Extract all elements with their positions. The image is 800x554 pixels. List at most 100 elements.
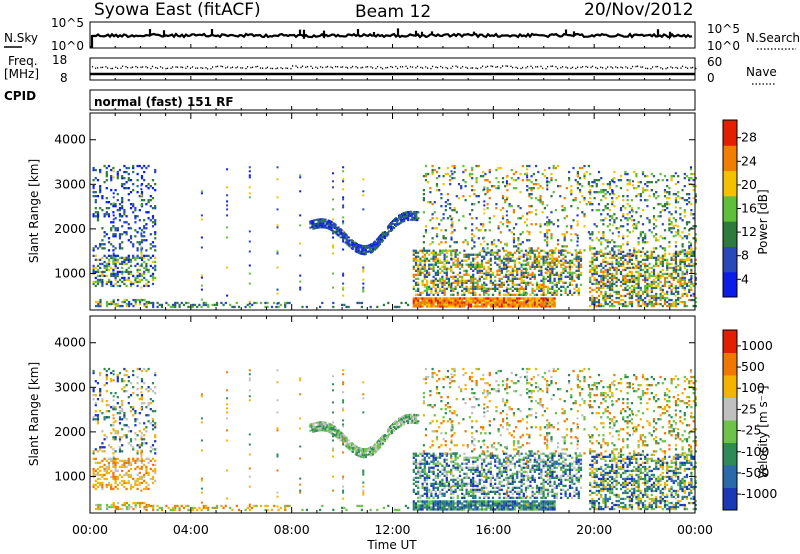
data-cell [196, 508, 199, 512]
data-cell [266, 508, 269, 512]
data-cell [535, 305, 539, 308]
data-cell [498, 277, 501, 281]
data-cell [587, 231, 590, 234]
data-cell [332, 180, 334, 183]
data-cell [436, 299, 440, 302]
data-cell [540, 305, 543, 308]
data-cell [495, 203, 498, 206]
data-cell [593, 223, 596, 226]
data-cell [99, 505, 102, 509]
data-cell [674, 172, 677, 175]
data-cell [633, 290, 636, 294]
data-cell [613, 205, 616, 208]
data-cell [311, 226, 314, 229]
data-cell [639, 264, 642, 268]
data-cell [635, 256, 638, 260]
data-cell [140, 465, 144, 469]
data-cell [449, 207, 452, 210]
data-cell [491, 273, 495, 277]
data-cell [439, 279, 442, 283]
data-cell [535, 301, 539, 304]
data-cell [597, 282, 601, 286]
data-cell [103, 260, 106, 264]
data-cell [600, 268, 603, 272]
data-cell [637, 300, 640, 304]
data-cell [397, 219, 400, 222]
data-cell [602, 260, 605, 264]
data-cell [539, 223, 542, 226]
data-cell [152, 504, 155, 508]
data-cell [650, 274, 653, 278]
data-cell [527, 253, 530, 256]
data-cell [655, 197, 658, 200]
data-cell [439, 271, 442, 275]
data-cell [672, 235, 675, 238]
data-cell [502, 283, 506, 287]
data-cell [604, 193, 607, 196]
data-cell [674, 276, 678, 280]
data-cell [608, 193, 612, 196]
data-cell [398, 508, 401, 512]
data-cell [663, 280, 667, 284]
data-cell [432, 299, 435, 302]
data-cell [138, 264, 141, 268]
data-cell [692, 304, 695, 308]
data-cell [659, 296, 662, 300]
data-cell [105, 416, 108, 419]
data-cell [573, 263, 576, 266]
data-cell [96, 247, 100, 250]
data-cell [345, 234, 348, 237]
data-cell [551, 267, 554, 271]
data-cell [140, 191, 144, 194]
data-cell [114, 430, 117, 433]
data-cell [571, 277, 574, 281]
data-cell [127, 193, 130, 196]
data-cell [114, 457, 117, 461]
data-cell [121, 380, 124, 383]
data-cell [147, 367, 150, 371]
data-cell [694, 177, 697, 180]
data-cell [107, 215, 111, 218]
data-cell [624, 280, 627, 284]
data-cell [423, 297, 426, 300]
data-cell [152, 305, 155, 309]
data-cell [482, 170, 485, 174]
data-cell [564, 265, 567, 269]
data-cell [565, 225, 568, 228]
data-cell [447, 277, 451, 281]
data-cell [428, 303, 431, 306]
data-cell [151, 410, 155, 413]
data-cell [619, 175, 623, 178]
data-cell [154, 422, 157, 425]
data-cell [309, 226, 312, 229]
data-cell [450, 226, 453, 229]
data-cell [432, 259, 435, 262]
data-cell [677, 175, 680, 178]
data-cell [92, 264, 95, 268]
data-cell [342, 178, 345, 181]
data-cell [533, 303, 536, 306]
data-cell [595, 278, 598, 282]
data-cell [690, 172, 693, 176]
data-cell [92, 187, 95, 190]
data-cell [140, 459, 144, 463]
data-cell [407, 211, 410, 214]
data-cell [132, 448, 135, 451]
data-cell [423, 502, 426, 505]
data-cell [577, 265, 580, 269]
data-cell [576, 240, 579, 243]
data-cell [533, 265, 536, 269]
data-cell [483, 297, 486, 300]
data-cell [112, 226, 115, 229]
data-cell [565, 215, 568, 218]
data-cell [319, 305, 322, 309]
data-cell [478, 279, 481, 283]
data-cell [600, 254, 603, 258]
data-cell [421, 303, 424, 306]
data-cell [471, 185, 474, 188]
data-cell [471, 239, 474, 242]
data-cell [522, 281, 525, 285]
data-cell [132, 392, 135, 395]
data-cell [417, 263, 420, 266]
data-cell [619, 302, 623, 306]
